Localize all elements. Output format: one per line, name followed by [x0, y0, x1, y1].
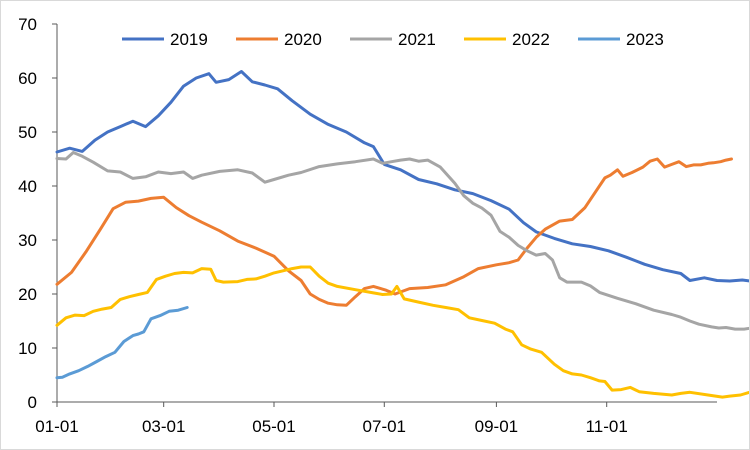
- x-tick-label: 07-01: [363, 417, 406, 436]
- y-tick-label: 20: [18, 285, 37, 304]
- series-line-2020: [55, 157, 733, 307]
- x-tick-label: 03-01: [142, 417, 185, 436]
- y-tick-label: 10: [18, 339, 37, 358]
- x-tick-label: 11-01: [586, 417, 628, 436]
- series-lines: [55, 70, 749, 399]
- axes: [56, 24, 717, 403]
- series-line-2021: [55, 151, 749, 331]
- x-tick-label: 01-01: [35, 417, 78, 436]
- legend-label-2020: 2020: [284, 30, 322, 49]
- legend-label-2021: 2021: [398, 30, 436, 49]
- y-axis-ticks: 0 10 20 30 40 50 60 70: [18, 15, 57, 412]
- x-axis-ticks: 01-01 03-01 05-01 07-01 09-01 11-01: [35, 402, 628, 436]
- legend: 2019 2020 2021 2022 2023: [122, 30, 664, 49]
- y-tick-label: 60: [18, 69, 37, 88]
- legend-label-2022: 2022: [512, 30, 550, 49]
- y-tick-label: 0: [28, 393, 37, 412]
- x-tick-label: 05-01: [252, 417, 295, 436]
- x-tick-label: 09-01: [475, 417, 518, 436]
- series-line-2022: [55, 265, 749, 399]
- series-line-2023: [55, 306, 189, 380]
- legend-label-2019: 2019: [170, 30, 208, 49]
- legend-label-2023: 2023: [626, 30, 664, 49]
- series-line-2019: [55, 70, 749, 283]
- y-tick-label: 50: [18, 123, 37, 142]
- y-tick-label: 70: [18, 15, 37, 34]
- y-tick-label: 30: [18, 231, 37, 250]
- y-tick-label: 40: [18, 177, 37, 196]
